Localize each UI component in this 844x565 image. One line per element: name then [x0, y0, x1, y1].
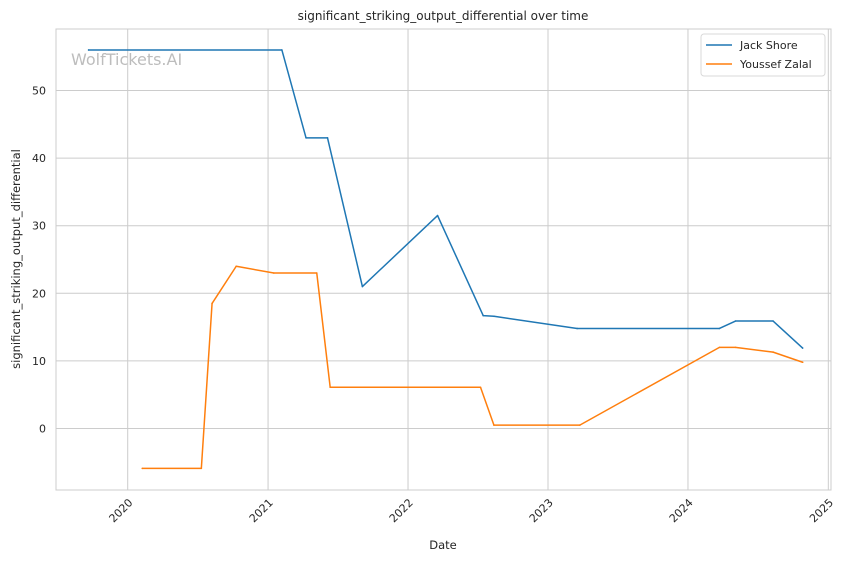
data-point-jack-shore: [576, 327, 578, 330]
y-tick-label: 40: [32, 152, 46, 165]
x-axis-tick-labels: 2020 2021 2022 2023 2024 2025: [106, 496, 836, 525]
data-point-youssef-zalal: [579, 424, 581, 426]
y-axis-title: significant_striking_output_differential: [9, 149, 23, 369]
y-tick-label: 20: [32, 287, 46, 300]
data-point-jack-shore: [801, 347, 804, 349]
data-point-jack-shore: [87, 49, 90, 51]
x-tick-label: 2020: [106, 496, 135, 525]
data-point-jack-shore: [436, 214, 439, 217]
data-point-jack-shore: [361, 285, 364, 288]
data-point-youssef-zalal: [200, 467, 203, 470]
chart-title: significant_striking_output_differential…: [298, 9, 589, 23]
grid: [56, 29, 831, 490]
y-tick-label: 10: [32, 355, 46, 368]
data-point-jack-shore: [326, 137, 329, 139]
series-line-youssef-zalal: [141, 265, 804, 470]
data-point-jack-shore: [734, 320, 737, 322]
data-point-youssef-zalal: [329, 386, 331, 389]
legend-label-jack-shore: Jack Shore: [739, 39, 798, 52]
data-point-youssef-zalal: [141, 467, 144, 470]
x-tick-label: 2023: [527, 496, 556, 525]
x-tick-label: 2022: [387, 496, 416, 525]
y-tick-label: 0: [39, 422, 46, 435]
data-point-jack-shore: [482, 314, 484, 317]
data-point-jack-shore: [305, 137, 307, 139]
legend-label-youssef-zalal: Youssef Zalal: [739, 58, 812, 71]
x-axis-title: Date: [429, 538, 457, 552]
legend: Jack Shore Youssef Zalal: [700, 33, 826, 77]
x-tick-label: 2024: [667, 496, 696, 525]
data-point-youssef-zalal: [772, 351, 774, 353]
data-point-jack-shore: [493, 315, 495, 318]
x-tick-label: 2025: [807, 496, 836, 525]
data-point-jack-shore: [718, 327, 721, 330]
data-point-youssef-zalal: [273, 272, 275, 274]
data-point-youssef-zalal: [718, 346, 721, 349]
series-lines: [87, 49, 804, 470]
data-point-youssef-zalal: [493, 424, 495, 426]
data-point-jack-shore: [772, 320, 774, 322]
x-tick-label: 2021: [247, 496, 276, 525]
y-tick-label: 50: [32, 85, 46, 98]
data-point-youssef-zalal: [801, 361, 804, 364]
y-tick-label: 30: [32, 220, 46, 233]
y-axis-tick-labels: 0 10 20 30 40 50: [32, 85, 46, 436]
data-point-youssef-zalal: [479, 386, 482, 389]
data-point-youssef-zalal: [315, 272, 318, 274]
watermark-text: WolfTickets.AI: [71, 50, 182, 69]
data-point-youssef-zalal: [235, 265, 238, 268]
plot-area-frame: [55, 28, 832, 491]
series-line-jack-shore: [87, 49, 804, 349]
data-point-youssef-zalal: [734, 346, 737, 349]
data-point-jack-shore: [281, 49, 283, 51]
data-point-youssef-zalal: [211, 302, 213, 305]
